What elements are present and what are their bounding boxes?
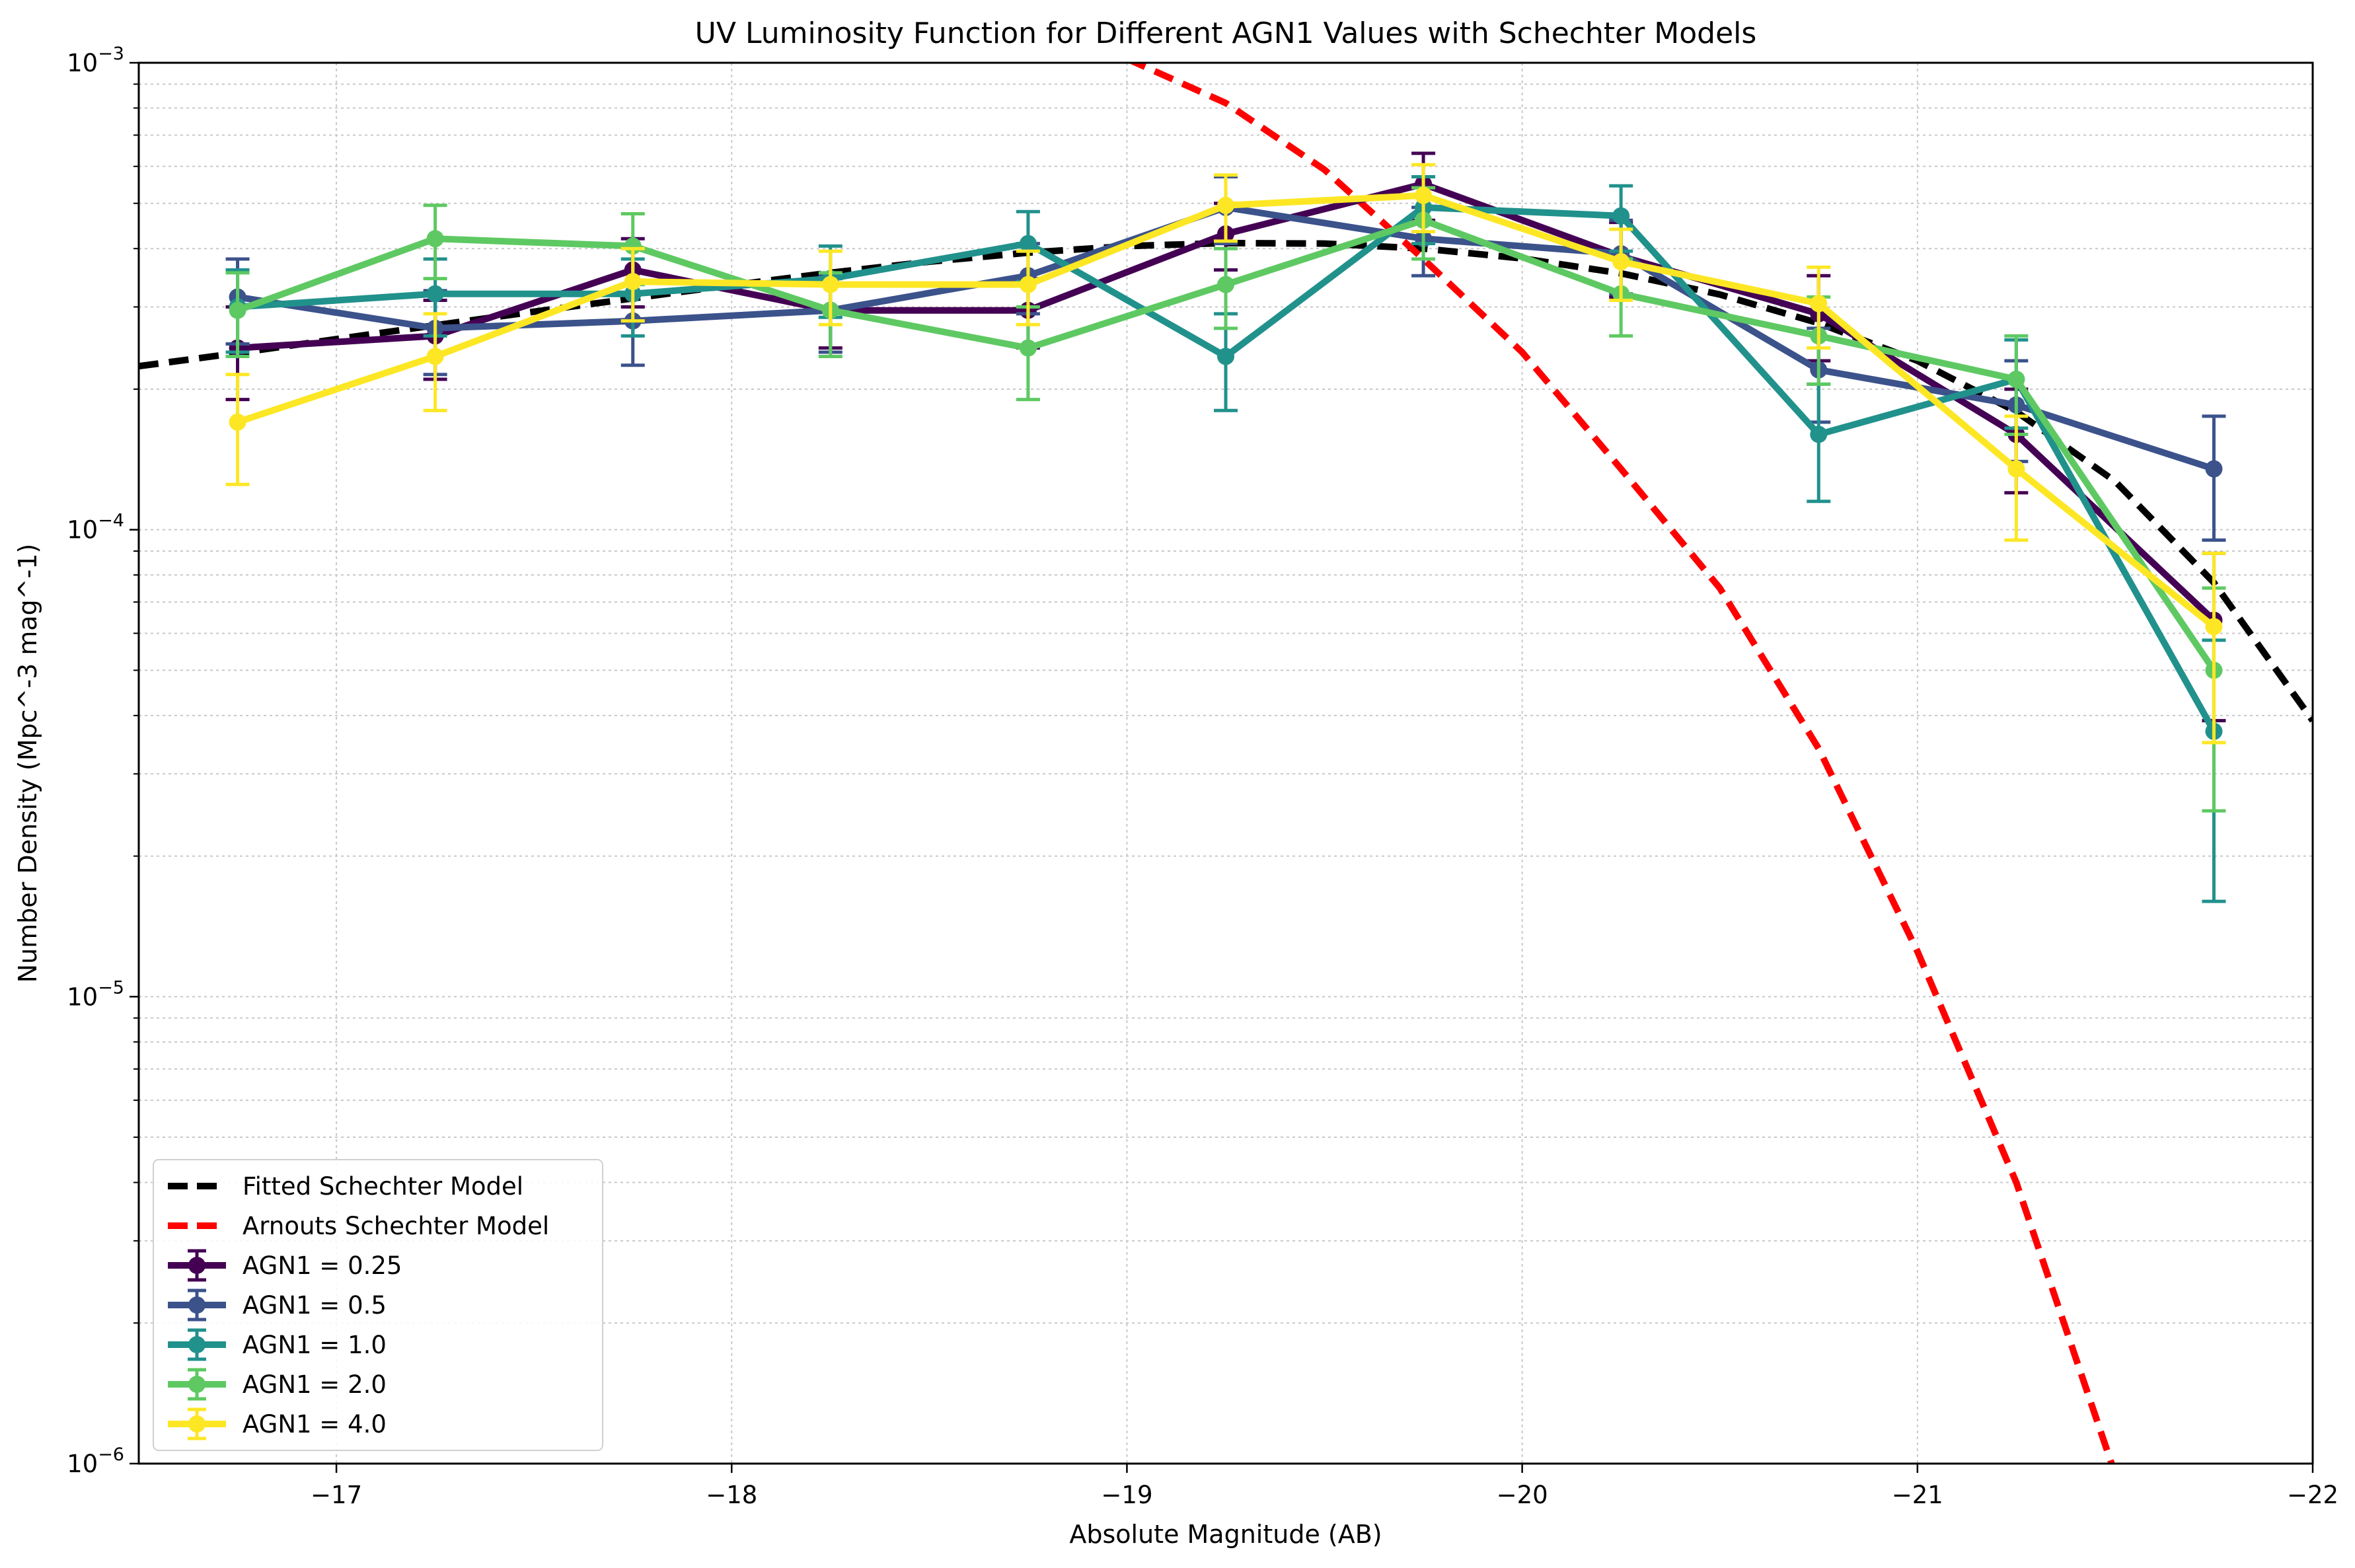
data-point (1217, 196, 1234, 214)
x-tick-label: −22 (2287, 1481, 2338, 1509)
data-point (1810, 295, 1828, 313)
data-point (1217, 276, 1234, 293)
y-tick-label: 10−3 (67, 44, 124, 77)
data-point (1019, 235, 1037, 252)
legend-entry: AGN1 = 0.25 (168, 1249, 402, 1282)
data-point (426, 285, 444, 303)
legend-entry: Arnouts Schechter Model (168, 1212, 549, 1240)
data-point (1019, 339, 1037, 357)
data-point (624, 273, 642, 291)
data-point (229, 413, 246, 431)
data-point (1415, 186, 1433, 204)
data-point (2205, 618, 2223, 636)
x-tick-label: −20 (1497, 1481, 1548, 1509)
chart-title: UV Luminosity Function for Different AGN… (695, 17, 1757, 50)
legend-label: AGN1 = 2.0 (243, 1370, 387, 1399)
data-point (426, 348, 444, 365)
legend-marker (188, 1296, 206, 1314)
legend-entry: AGN1 = 0.5 (168, 1288, 387, 1322)
legend-entry: AGN1 = 4.0 (168, 1407, 387, 1440)
legend-label: Fitted Schechter Model (243, 1172, 523, 1201)
legend-entry: AGN1 = 2.0 (168, 1368, 387, 1401)
legend-box (153, 1159, 603, 1451)
data-point (624, 237, 642, 255)
y-axis-label: Number Density (Mpc^-3 mag^-1) (13, 544, 42, 983)
x-tick-label: −17 (311, 1481, 362, 1509)
legend-label: AGN1 = 0.5 (243, 1291, 387, 1320)
data-point (426, 230, 444, 248)
series-4 (225, 186, 2226, 813)
legend-label: AGN1 = 4.0 (243, 1410, 387, 1438)
data-point (1019, 276, 1037, 293)
legend: Fitted Schechter Model Arnouts Schechter … (153, 1159, 603, 1451)
legend-label: Arnouts Schechter Model (243, 1212, 549, 1240)
x-tick-label: −21 (1892, 1481, 1943, 1509)
legend-marker (188, 1415, 206, 1433)
data-point (2007, 460, 2025, 478)
x-axis-label: Absolute Magnitude (AB) (1069, 1520, 1382, 1549)
x-tick-label: −19 (1101, 1481, 1152, 1509)
x-tick-label: −18 (706, 1481, 757, 1509)
y-tick-label: 10−4 (67, 511, 124, 544)
legend-entry: AGN1 = 1.0 (168, 1328, 387, 1361)
data-point (2205, 460, 2223, 478)
data-point (1810, 426, 1828, 443)
legend-marker (188, 1336, 206, 1353)
plot-frame (137, 61, 2314, 1465)
data-series (225, 151, 2226, 903)
legend-label: AGN1 = 0.25 (243, 1251, 402, 1280)
legend-entry: Fitted Schechter Model (168, 1172, 523, 1201)
y-tick-label: 10−6 (67, 1444, 124, 1478)
data-point (821, 276, 839, 293)
y-axis-ticks: 10−3 10−4 10−5 10−6 (67, 44, 139, 1478)
data-point (1612, 253, 1630, 271)
x-axis-ticks: −17 −18 −19 −20 −21 −22 (311, 1464, 2338, 1509)
legend-marker (188, 1376, 206, 1393)
y-tick-label: 10−5 (67, 977, 124, 1011)
series-5 (225, 163, 2226, 745)
model-line-arnouts (1127, 63, 2115, 1464)
data-point (229, 301, 246, 319)
data-point (1217, 348, 1234, 365)
data-point (2007, 370, 2025, 388)
legend-label: AGN1 = 1.0 (243, 1331, 387, 1359)
data-point (1612, 207, 1630, 225)
legend-marker (188, 1257, 206, 1274)
